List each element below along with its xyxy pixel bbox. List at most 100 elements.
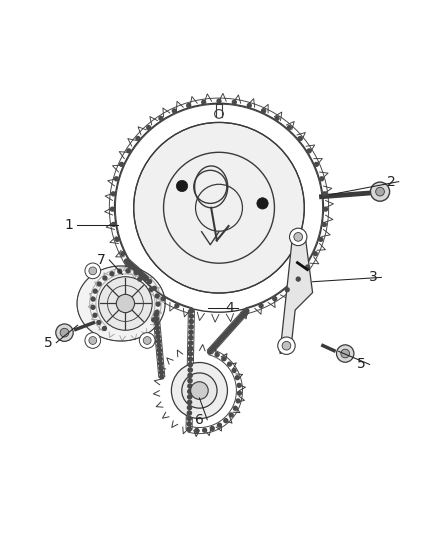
Circle shape bbox=[190, 309, 193, 313]
Circle shape bbox=[102, 327, 106, 330]
Circle shape bbox=[141, 274, 146, 278]
Circle shape bbox=[215, 353, 219, 357]
Circle shape bbox=[182, 373, 217, 408]
Circle shape bbox=[296, 277, 300, 281]
Circle shape bbox=[238, 316, 242, 320]
Circle shape bbox=[278, 337, 295, 354]
Circle shape bbox=[273, 297, 277, 301]
Circle shape bbox=[314, 163, 318, 166]
Circle shape bbox=[120, 163, 124, 166]
Text: 5: 5 bbox=[44, 336, 53, 350]
Circle shape bbox=[189, 346, 193, 351]
Circle shape bbox=[214, 342, 219, 346]
Circle shape bbox=[155, 321, 159, 326]
Text: 5: 5 bbox=[357, 358, 366, 372]
Circle shape bbox=[290, 228, 307, 246]
Circle shape bbox=[188, 362, 192, 367]
Circle shape bbox=[149, 288, 153, 292]
Circle shape bbox=[189, 330, 193, 334]
Circle shape bbox=[110, 272, 114, 276]
Circle shape bbox=[228, 362, 231, 366]
Circle shape bbox=[155, 294, 159, 298]
Circle shape bbox=[144, 277, 148, 280]
Circle shape bbox=[319, 237, 323, 241]
Circle shape bbox=[91, 305, 95, 309]
Circle shape bbox=[287, 126, 291, 130]
Circle shape bbox=[161, 297, 165, 301]
Circle shape bbox=[139, 333, 155, 349]
Circle shape bbox=[97, 320, 101, 325]
Circle shape bbox=[217, 99, 221, 103]
Circle shape bbox=[140, 273, 144, 277]
Text: 7: 7 bbox=[97, 253, 106, 267]
Circle shape bbox=[187, 406, 191, 410]
Circle shape bbox=[159, 370, 163, 375]
Circle shape bbox=[313, 252, 317, 256]
Circle shape bbox=[233, 322, 237, 326]
Circle shape bbox=[188, 352, 193, 356]
Circle shape bbox=[121, 252, 125, 256]
Circle shape bbox=[127, 149, 131, 153]
Circle shape bbox=[189, 309, 194, 313]
Circle shape bbox=[371, 182, 390, 201]
Circle shape bbox=[159, 366, 163, 370]
Circle shape bbox=[156, 335, 160, 339]
Circle shape bbox=[189, 336, 193, 340]
Circle shape bbox=[222, 357, 226, 361]
Circle shape bbox=[91, 297, 95, 301]
Circle shape bbox=[130, 264, 134, 268]
Circle shape bbox=[307, 149, 311, 153]
Circle shape bbox=[159, 361, 162, 366]
Circle shape bbox=[241, 312, 245, 317]
Circle shape bbox=[160, 375, 164, 379]
Circle shape bbox=[110, 207, 114, 211]
Circle shape bbox=[138, 277, 142, 281]
Circle shape bbox=[191, 382, 208, 399]
Circle shape bbox=[112, 222, 116, 227]
Circle shape bbox=[209, 348, 214, 352]
Circle shape bbox=[188, 368, 192, 372]
Circle shape bbox=[244, 309, 249, 313]
Circle shape bbox=[188, 373, 192, 377]
Circle shape bbox=[237, 391, 241, 395]
Circle shape bbox=[187, 103, 191, 108]
Circle shape bbox=[187, 411, 191, 415]
Circle shape bbox=[243, 311, 247, 314]
Circle shape bbox=[156, 302, 160, 306]
Circle shape bbox=[141, 274, 145, 278]
Circle shape bbox=[128, 265, 132, 269]
Circle shape bbox=[324, 207, 328, 211]
Circle shape bbox=[230, 326, 233, 329]
Circle shape bbox=[376, 187, 385, 196]
Circle shape bbox=[237, 383, 241, 387]
Circle shape bbox=[56, 324, 73, 341]
Circle shape bbox=[236, 318, 240, 322]
Circle shape bbox=[208, 350, 212, 354]
Circle shape bbox=[85, 263, 101, 279]
Circle shape bbox=[139, 271, 143, 276]
Circle shape bbox=[210, 426, 214, 431]
Circle shape bbox=[93, 313, 97, 317]
Circle shape bbox=[203, 429, 207, 432]
Circle shape bbox=[285, 288, 289, 292]
Circle shape bbox=[234, 320, 239, 324]
Circle shape bbox=[195, 429, 199, 432]
Circle shape bbox=[157, 344, 161, 348]
Circle shape bbox=[171, 362, 227, 418]
Circle shape bbox=[158, 352, 162, 357]
Circle shape bbox=[188, 357, 193, 361]
Circle shape bbox=[235, 376, 239, 379]
Circle shape bbox=[173, 109, 177, 113]
Circle shape bbox=[236, 399, 240, 403]
Circle shape bbox=[127, 262, 131, 265]
Circle shape bbox=[189, 314, 194, 318]
Circle shape bbox=[218, 338, 222, 343]
Circle shape bbox=[233, 406, 237, 410]
Text: 3: 3 bbox=[369, 270, 378, 285]
Circle shape bbox=[247, 103, 251, 108]
Circle shape bbox=[152, 286, 156, 290]
Circle shape bbox=[134, 271, 138, 274]
Circle shape bbox=[99, 277, 152, 330]
Circle shape bbox=[132, 265, 136, 269]
Circle shape bbox=[111, 192, 115, 196]
